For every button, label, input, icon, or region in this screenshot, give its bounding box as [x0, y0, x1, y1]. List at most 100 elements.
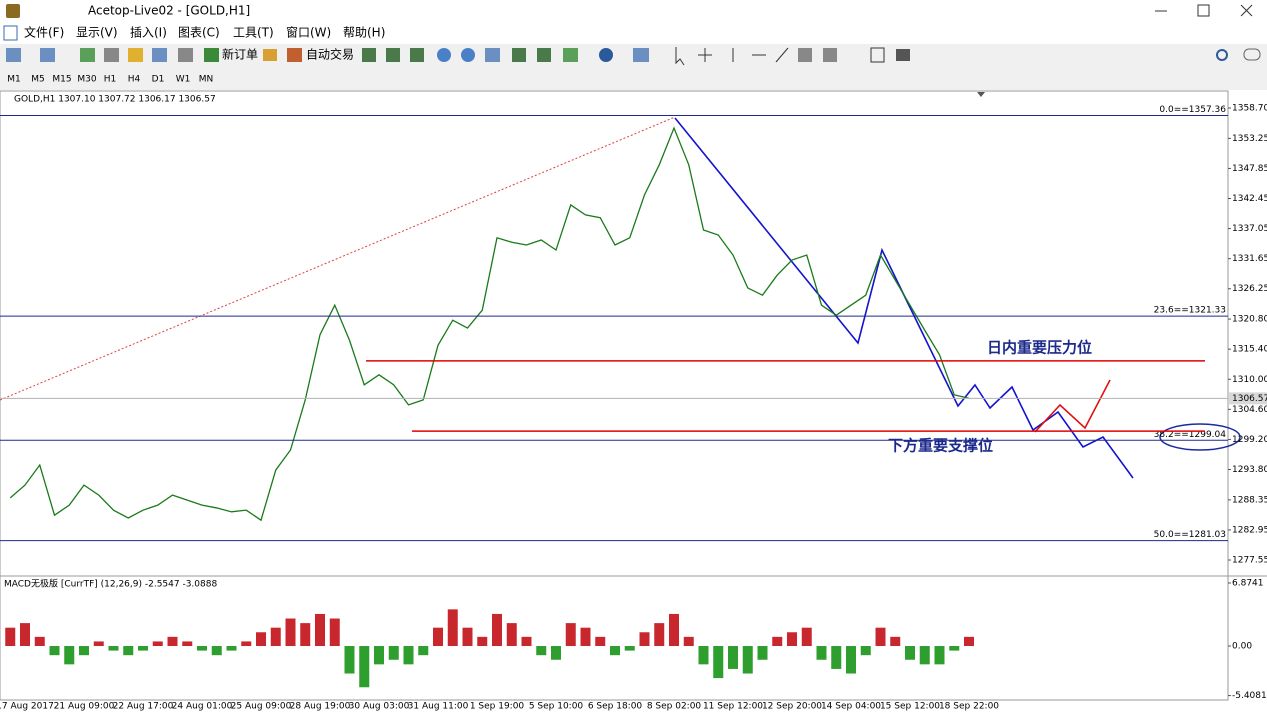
timeframe[interactable]: H1	[104, 75, 117, 85]
icon[interactable]	[362, 48, 376, 62]
toolbar-button[interactable]: 新订单	[222, 47, 258, 62]
icon[interactable]	[104, 48, 119, 62]
y-tick-label: 0.00	[1232, 642, 1252, 652]
timeframe[interactable]: M30	[77, 75, 96, 85]
histogram-bar	[270, 627, 281, 647]
icon[interactable]	[152, 48, 167, 62]
maximize[interactable]	[1197, 4, 1210, 17]
menu-item[interactable]: 文件(F)	[24, 25, 64, 40]
y-tick-label: 1347.85	[1232, 164, 1267, 174]
menu-item[interactable]: 工具(T)	[233, 26, 274, 40]
icon[interactable]	[263, 49, 277, 61]
chart-title: GOLD,H1 1307.10 1307.72 1306.17 1306.57	[14, 95, 216, 105]
x-tick-label: 22 Aug 17:00	[113, 702, 174, 712]
menu-item[interactable]: 窗口(W)	[286, 26, 331, 40]
timeframe[interactable]: M5	[31, 75, 45, 85]
timeframe[interactable]: MN	[199, 75, 214, 85]
histogram-bar	[610, 646, 620, 656]
chat[interactable]	[1243, 48, 1261, 61]
wave-line	[674, 117, 1134, 479]
icon[interactable]	[410, 48, 424, 62]
x-tick-label: 28 Aug 19:00	[290, 702, 351, 712]
histogram-bar	[241, 641, 252, 647]
icon[interactable]	[798, 48, 812, 62]
icon[interactable]	[178, 48, 193, 62]
timeframe[interactable]: H4	[128, 75, 141, 85]
x-tick-label: 15 Sep 12:00	[880, 702, 940, 712]
fibo-label: 23.6==1321.33	[1154, 306, 1226, 316]
icon[interactable]	[512, 48, 526, 62]
histogram-bar	[226, 646, 237, 651]
histogram-bar	[875, 627, 886, 647]
histogram-bar	[34, 636, 45, 647]
toolbar-button[interactable]: 自动交易	[306, 47, 354, 62]
histogram-bar	[919, 646, 930, 665]
histogram-bar	[831, 646, 842, 669]
icon[interactable]	[775, 47, 789, 63]
x-tick-label: 8 Sep 02:00	[647, 702, 702, 712]
histogram-bar	[787, 632, 797, 647]
icon[interactable]	[128, 48, 143, 62]
y-tick-label: 1288.35	[1232, 495, 1267, 505]
histogram-bar	[93, 641, 104, 647]
histogram-bar	[521, 636, 532, 647]
histogram-bar	[757, 646, 768, 660]
timeframe[interactable]: D1	[152, 75, 165, 85]
timeframe[interactable]: M15	[52, 75, 71, 85]
x-tick-label: 6 Sep 18:00	[588, 702, 643, 712]
y-tick-label: 1337.05	[1232, 224, 1267, 234]
histogram-bar	[492, 613, 502, 647]
icon[interactable]	[675, 47, 685, 66]
fibo-label: 50.0==1281.03	[1154, 530, 1226, 540]
icon[interactable]	[896, 49, 910, 61]
icon[interactable]	[563, 48, 578, 62]
menu-item[interactable]: 图表(C)	[178, 26, 220, 40]
window-title: Acetop-Live02 - [GOLD,H1]	[88, 4, 250, 18]
histogram-bar	[934, 646, 945, 665]
histogram-bar	[285, 618, 296, 647]
fibo-label: 38.2==1299.04	[1154, 430, 1227, 440]
x-tick-label: 5 Sep 10:00	[529, 702, 584, 712]
histogram-bar	[344, 646, 355, 674]
icon[interactable]	[204, 48, 219, 62]
icon[interactable]	[633, 48, 649, 62]
icon[interactable]	[6, 48, 21, 62]
histogram-bar	[742, 646, 753, 674]
icon[interactable]	[485, 48, 500, 62]
icon[interactable]	[823, 48, 837, 62]
histogram-bar	[123, 646, 134, 656]
y-tick-label: 1293.80	[1232, 465, 1267, 475]
fibo-label: 0.0==1357.36	[1159, 105, 1226, 115]
icon[interactable]	[437, 48, 451, 62]
icon[interactable]	[698, 48, 712, 62]
icon[interactable]	[870, 47, 885, 63]
icon[interactable]	[386, 48, 400, 62]
histogram-bar	[256, 632, 266, 647]
search[interactable]	[1216, 49, 1228, 61]
menu-item[interactable]: 插入(I)	[130, 26, 167, 40]
y-tick-label: 1310.00	[1232, 375, 1267, 385]
icon[interactable]	[461, 48, 475, 62]
close[interactable]	[1240, 4, 1253, 17]
icon[interactable]	[40, 48, 55, 62]
menu-item[interactable]: 帮助(H)	[343, 26, 385, 40]
icon[interactable]	[599, 48, 613, 62]
histogram-bar	[639, 632, 650, 647]
x-tick-label: 18 Sep 22:00	[939, 702, 999, 712]
icon[interactable]	[80, 48, 95, 62]
y-tick-label: 1304.60	[1232, 405, 1267, 415]
histogram-bar	[403, 646, 414, 665]
histogram-bar	[108, 646, 119, 651]
histogram-bar	[890, 636, 901, 647]
menu-item[interactable]: 显示(V)	[76, 26, 118, 40]
histogram-bar	[167, 636, 178, 647]
icon[interactable]	[537, 48, 551, 62]
projection-line	[1034, 379, 1111, 433]
x-tick-label: 24 Aug 01:00	[172, 702, 233, 712]
timeframe[interactable]: W1	[176, 75, 191, 85]
chart-area	[0, 90, 1229, 701]
x-tick-label: 1 Sep 19:00	[470, 702, 525, 712]
y-tick-label: 1277.55	[1232, 556, 1267, 566]
icon[interactable]	[287, 48, 302, 62]
timeframe[interactable]: M1	[7, 75, 21, 85]
